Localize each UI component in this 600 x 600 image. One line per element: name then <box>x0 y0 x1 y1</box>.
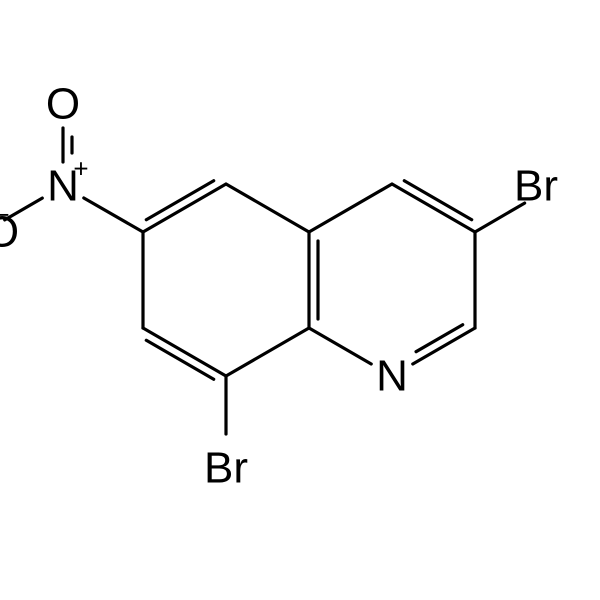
bond <box>143 184 226 232</box>
bond <box>226 328 309 376</box>
bond <box>309 184 392 232</box>
bond <box>146 181 213 220</box>
bond <box>404 181 471 220</box>
bond <box>309 328 371 364</box>
molecule-diagram: NBrBrN+OO− <box>0 0 600 600</box>
bond <box>84 198 143 232</box>
bond <box>392 184 475 232</box>
atom-charge-O2: − <box>0 199 10 229</box>
atom-label-N1: N <box>376 352 408 401</box>
bond <box>413 328 475 364</box>
bond <box>143 328 226 376</box>
atom-label-O1: O <box>46 80 80 129</box>
atom-label-Br3: Br <box>514 162 558 211</box>
atom-label-Br8: Br <box>204 444 248 493</box>
atom-charge-Nn: + <box>73 153 88 183</box>
bond <box>146 340 213 379</box>
bond <box>226 184 309 232</box>
